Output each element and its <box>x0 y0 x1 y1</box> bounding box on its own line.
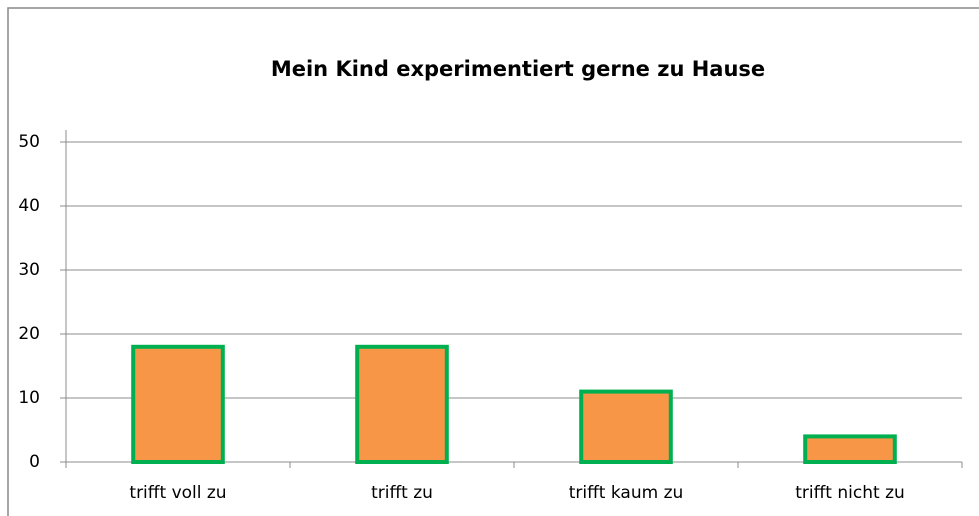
bar <box>579 389 673 465</box>
y-tick-label: 50 <box>18 132 40 152</box>
bar <box>355 344 449 464</box>
x-tick-label: trifft voll zu <box>129 483 226 503</box>
bar <box>131 344 225 464</box>
y-tick-label: 30 <box>18 260 40 280</box>
y-tick-label: 20 <box>18 324 40 344</box>
x-tick-label: trifft zu <box>371 483 433 503</box>
x-tick-label: trifft kaum zu <box>569 483 684 503</box>
y-tick-label: 0 <box>29 452 40 472</box>
x-tick-label: trifft nicht zu <box>795 483 905 503</box>
y-tick-label: 10 <box>18 388 40 408</box>
y-tick-label: 40 <box>18 196 40 216</box>
bar <box>803 434 897 464</box>
chart-title: Mein Kind experimentiert gerne zu Hause <box>271 57 765 81</box>
